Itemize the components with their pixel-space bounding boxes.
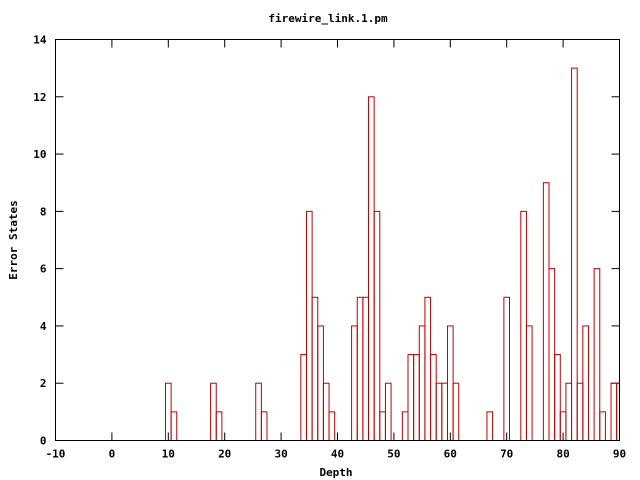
y-tick-label: 0 xyxy=(40,435,47,448)
bar xyxy=(351,325,358,441)
x-tick-label: 0 xyxy=(109,448,116,461)
y-axis: 0 2 4 6 8 10 12 14 xyxy=(33,34,620,448)
bar xyxy=(305,210,313,441)
bar-series xyxy=(164,67,620,442)
y-tick-label: 12 xyxy=(33,91,46,104)
y-tick-label: 6 xyxy=(40,263,47,276)
bar xyxy=(593,268,601,441)
bar xyxy=(582,325,589,441)
bar xyxy=(554,354,561,442)
x-tick-label: 90 xyxy=(613,448,626,461)
bar xyxy=(610,382,618,442)
x-tick-label: -10 xyxy=(46,448,66,461)
bar xyxy=(441,382,448,442)
bar xyxy=(435,382,443,442)
x-tick-label: 40 xyxy=(331,448,344,461)
bar xyxy=(430,354,437,442)
bar xyxy=(379,411,386,442)
bar xyxy=(317,325,324,441)
plot-area-frame xyxy=(55,39,620,441)
x-tick-label: 30 xyxy=(274,448,287,461)
bar xyxy=(452,382,460,442)
bar xyxy=(362,296,370,441)
bar xyxy=(322,382,330,442)
y-tick-label: 2 xyxy=(40,377,47,390)
bar xyxy=(260,411,268,442)
bar xyxy=(300,354,307,442)
bar xyxy=(407,354,415,442)
bar xyxy=(599,411,606,442)
bar xyxy=(520,210,527,441)
bar xyxy=(210,382,217,442)
x-tick-label: 70 xyxy=(500,448,513,461)
x-tick-label: 50 xyxy=(387,448,400,461)
x-axis: -10 0 10 20 30 40 50 60 70 80 90 xyxy=(46,39,626,461)
bar xyxy=(311,296,319,441)
bar xyxy=(424,296,432,441)
bar xyxy=(384,382,392,442)
bar xyxy=(565,382,573,442)
bar xyxy=(328,411,336,442)
y-tick-label: 4 xyxy=(40,320,47,333)
bar xyxy=(418,325,426,441)
bar xyxy=(525,325,533,441)
x-tick-label: 10 xyxy=(162,448,175,461)
x-tick-label: 20 xyxy=(218,448,231,461)
bar xyxy=(503,296,511,441)
x-axis-label: Depth xyxy=(319,466,352,479)
bar xyxy=(401,411,409,442)
x-tick-label: 80 xyxy=(556,448,569,461)
bar xyxy=(548,268,556,441)
bar xyxy=(571,67,578,442)
y-axis-label: Error States xyxy=(7,200,20,279)
x-tick-label: 60 xyxy=(444,448,457,461)
bar xyxy=(373,210,381,441)
bar xyxy=(368,96,375,442)
bar xyxy=(486,411,494,442)
bar xyxy=(170,411,178,442)
bar xyxy=(446,325,454,441)
chart-title: firewire_link.1.pm xyxy=(268,12,388,25)
y-tick-label: 8 xyxy=(40,205,47,218)
y-tick-label: 10 xyxy=(33,148,46,161)
bar xyxy=(356,296,364,441)
y-tick-label: 14 xyxy=(33,34,47,47)
bar xyxy=(542,182,550,441)
bar xyxy=(255,382,262,442)
bar xyxy=(164,382,172,442)
bar xyxy=(413,354,420,442)
bar xyxy=(215,411,223,442)
bar xyxy=(576,382,584,442)
